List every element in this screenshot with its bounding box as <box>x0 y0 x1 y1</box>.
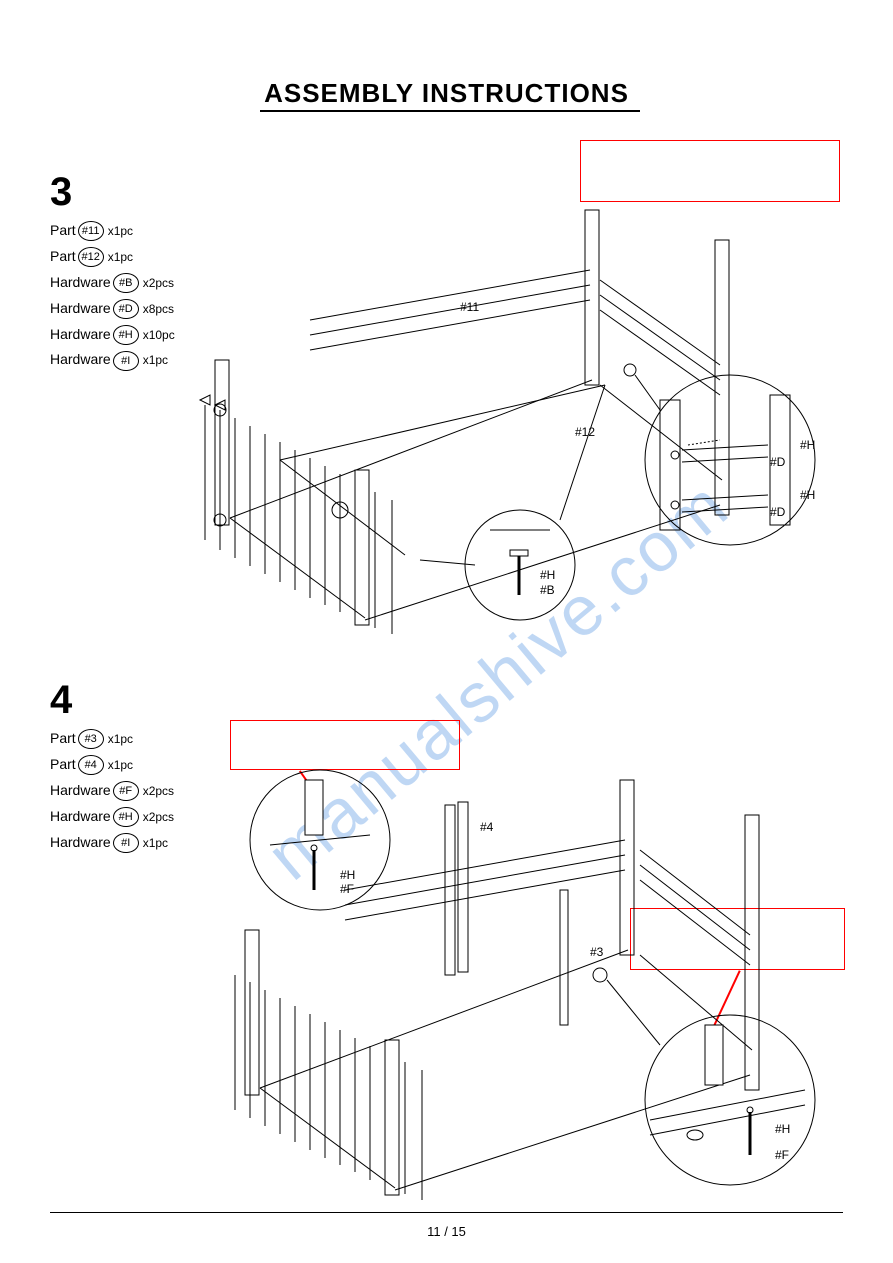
part-label: Hardware <box>50 300 111 316</box>
part-code-circle: #D <box>113 299 139 319</box>
part-code-circle: #I <box>113 351 139 371</box>
part-label: Hardware <box>50 326 111 342</box>
part-label: Hardware <box>50 834 111 850</box>
step-3-number: 3 <box>50 170 72 215</box>
part-code-circle: #F <box>113 781 139 801</box>
callout-box <box>580 140 840 202</box>
part-qty: x1pc <box>108 732 133 746</box>
part-qty: x1pc <box>108 250 133 264</box>
diagram-label: #11 <box>460 300 479 314</box>
part-label: Part <box>50 730 76 746</box>
diagram-label: #3 <box>590 945 603 959</box>
diagram-label: #H <box>775 1122 790 1136</box>
part-row: Hardware#Bx2pcs <box>50 270 175 296</box>
part-code-circle: #11 <box>78 221 104 241</box>
part-qty: x1pc <box>108 224 133 238</box>
part-row: Hardware#Hx10pc <box>50 322 175 348</box>
diagram-label: #D <box>770 505 785 519</box>
part-code-circle: #H <box>113 807 139 827</box>
diagram-label: #12 <box>575 425 595 439</box>
title-underline <box>260 110 640 112</box>
part-code-circle: #12 <box>78 247 104 267</box>
diagram-label: #H <box>340 868 355 882</box>
diagram-label: #B <box>540 583 555 597</box>
part-label: Hardware <box>50 782 111 798</box>
step-3-parts-list: Part#11x1pc Part#12x1pc Hardware#Bx2pcs … <box>50 218 175 373</box>
part-code-circle: #3 <box>78 729 104 749</box>
diagram-label: #F <box>340 882 354 896</box>
step-4-number: 4 <box>50 678 72 723</box>
part-label: Part <box>50 756 76 772</box>
diagram-label: #F <box>775 1148 789 1162</box>
part-label: Part <box>50 248 76 264</box>
part-code-circle: #I <box>113 833 139 853</box>
part-code-circle: #B <box>113 273 139 293</box>
part-code-circle: #4 <box>78 755 104 775</box>
diagram-label: #H <box>540 568 555 582</box>
part-label: Part <box>50 222 76 238</box>
diagram-label: #H <box>800 488 815 502</box>
diagram-label: #4 <box>480 820 493 834</box>
part-row: Part#12 x1pc <box>50 244 175 270</box>
part-row: Hardware#Ix1pc <box>50 347 175 373</box>
part-row: Part#11 x1pc <box>50 218 175 244</box>
page-title: ASSEMBLY INSTRUCTIONS <box>0 78 893 109</box>
step-4-diagram <box>150 760 860 1200</box>
part-label: Hardware <box>50 808 111 824</box>
diagram-label: #H <box>800 438 815 452</box>
step-3-diagram <box>160 200 860 640</box>
diagram-label: #D <box>770 455 785 469</box>
part-row: Part#3 x1pc <box>50 726 174 752</box>
part-label: Hardware <box>50 351 111 367</box>
page-number: 11 / 15 <box>0 1224 893 1239</box>
part-code-circle: #H <box>113 325 139 345</box>
footer-rule <box>50 1212 843 1213</box>
part-qty: x1pc <box>108 758 133 772</box>
part-label: Hardware <box>50 274 111 290</box>
part-row: Hardware#Dx8pcs <box>50 296 175 322</box>
